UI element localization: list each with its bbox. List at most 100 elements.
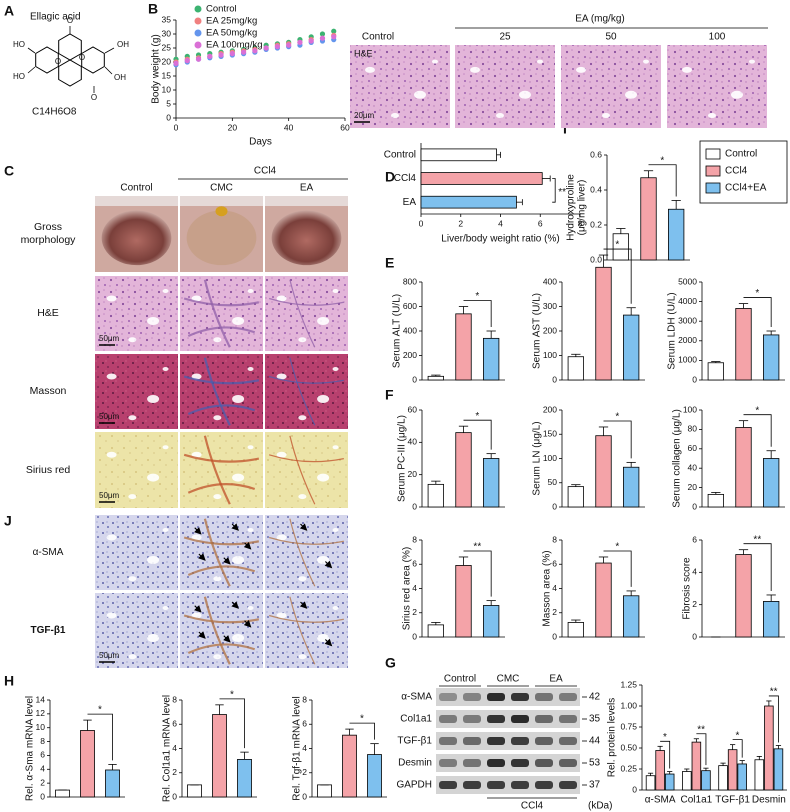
- arrow: [193, 604, 202, 613]
- error-bar: [693, 738, 699, 743]
- y-tick-label: 0: [552, 374, 557, 384]
- kda-label: 37: [589, 780, 601, 791]
- panel-letter: B: [148, 1, 158, 17]
- legend-swatch: [705, 165, 721, 177]
- y-tick-label: 8: [552, 534, 557, 544]
- micrograph: [95, 515, 178, 590]
- bar: [427, 483, 444, 508]
- bar: [737, 763, 747, 791]
- column-header: Control: [362, 32, 394, 43]
- category-label: EA: [403, 197, 417, 208]
- error-bar: [738, 303, 749, 309]
- fibrosis-strand: [183, 536, 260, 546]
- panel-letter: I: [563, 121, 567, 137]
- blot-band: [559, 737, 577, 745]
- blot-band: [463, 737, 481, 745]
- vessel: [247, 367, 254, 371]
- x-tick-label: Col1a1: [681, 795, 713, 806]
- atom-label: O: [67, 16, 73, 25]
- significance-bracket: [768, 695, 779, 743]
- bar: [595, 562, 612, 638]
- fibrosis-strand: [289, 596, 316, 665]
- y-axis-label: Rel. Col1a1 mRNA level: [162, 695, 173, 802]
- panel-letter: H: [4, 673, 14, 689]
- significance-label: *: [663, 732, 667, 743]
- significance-bracket: [463, 419, 492, 450]
- error-bar: [458, 306, 469, 314]
- error-bar: [431, 622, 441, 625]
- y-tick-label: 0: [40, 791, 45, 801]
- y-tick-label: 2: [412, 607, 417, 617]
- error-bar: [711, 492, 721, 495]
- y-tick-label: 2: [552, 607, 557, 617]
- tissue: [95, 515, 178, 590]
- y-tick-label: 0: [632, 784, 637, 794]
- y-tick-label: 80: [688, 424, 698, 434]
- y-tick-label: 0: [412, 501, 417, 511]
- panel-letter: F: [385, 387, 394, 403]
- fibrosis-strand: [268, 614, 344, 623]
- error-bar: [711, 361, 721, 363]
- liver: [101, 210, 172, 266]
- legend-label: Control: [725, 149, 757, 160]
- bar: [623, 466, 640, 508]
- significance-bracket: [463, 550, 492, 597]
- row-label: α-SMA: [33, 547, 64, 558]
- significance-bracket: [463, 300, 492, 327]
- vessel: [276, 612, 287, 619]
- y-tick-label: 15: [162, 70, 172, 80]
- significance-bracket: [696, 733, 707, 766]
- micrograph: [180, 196, 263, 272]
- bar: [483, 337, 500, 381]
- micrograph: [455, 45, 555, 128]
- vessel: [519, 90, 531, 99]
- vessel: [147, 473, 160, 482]
- arrow: [324, 638, 333, 647]
- error-bar: [458, 425, 469, 433]
- error-bar: [598, 254, 609, 268]
- y-tick-label: 60: [408, 404, 418, 414]
- significance-label: *: [475, 291, 479, 302]
- bar: [735, 554, 752, 638]
- y-tick-label: 8: [40, 736, 45, 746]
- bar: [567, 486, 584, 508]
- y-tick-label: 0.4: [590, 184, 602, 194]
- significance-label: *: [615, 240, 619, 251]
- y-tick-label: 10: [162, 84, 172, 94]
- point: [207, 53, 213, 60]
- y-tick-label: 35: [162, 14, 172, 24]
- vessel: [247, 606, 254, 610]
- y-tick-label: 0: [692, 631, 697, 641]
- column-header: 50: [605, 32, 617, 43]
- y-tick-label: 0: [302, 791, 307, 801]
- vessel: [276, 295, 287, 302]
- fibrosis-strand: [183, 297, 260, 307]
- error-bar: [108, 764, 117, 770]
- error-bar: [766, 330, 776, 335]
- blot-strip: [436, 688, 580, 706]
- legend-label: CCl4+EA: [725, 183, 767, 194]
- vessel: [191, 295, 202, 302]
- significance-label: **: [770, 687, 778, 698]
- bond: [104, 47, 115, 54]
- blot-band: [463, 759, 481, 767]
- vessel: [213, 654, 222, 660]
- blot-band: [535, 737, 553, 745]
- blot-strip: [436, 710, 580, 728]
- point: [331, 28, 337, 34]
- bar: [567, 356, 584, 381]
- blot-band: [487, 759, 505, 767]
- error-bar: [431, 374, 441, 377]
- tissue: [561, 45, 661, 128]
- significance-bracket: [603, 248, 632, 304]
- y-tick-label: 8: [412, 534, 417, 544]
- blot-band: [463, 781, 481, 789]
- x-axis-label: Liver/body weight ratio (%): [441, 234, 559, 245]
- blot-band: [511, 737, 529, 745]
- error-bar: [598, 426, 609, 436]
- vessel: [162, 606, 169, 610]
- bar: [212, 714, 227, 798]
- y-tick-label: 2: [172, 767, 177, 777]
- vessel: [147, 634, 160, 642]
- scale-label: 50μm: [99, 491, 120, 500]
